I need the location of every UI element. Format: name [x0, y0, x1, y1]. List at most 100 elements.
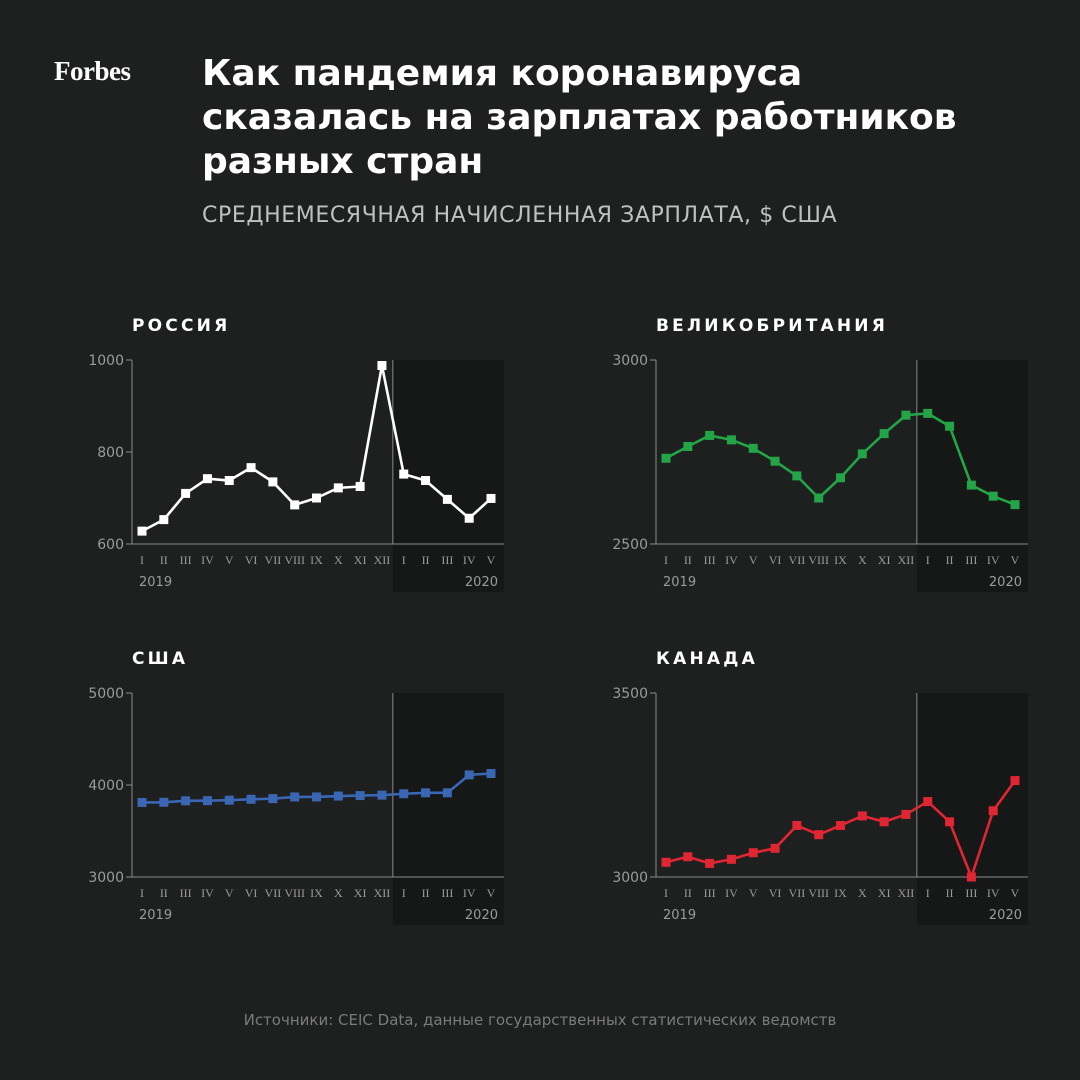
uk-x-tick-label-14: III [965, 553, 977, 567]
uk-year-label-2019: 2019 [663, 575, 696, 590]
uk-point-12 [923, 408, 933, 418]
usa-point-5 [246, 794, 256, 804]
uk-point-10 [879, 429, 889, 439]
russia-point-4 [224, 476, 234, 486]
canada-point-9 [857, 811, 867, 821]
source-note: Источники: CEIC Data, данные государстве… [243, 1011, 837, 1029]
usa-x-tick-label-2: III [180, 886, 192, 900]
canada-point-10 [879, 817, 889, 827]
russia-point-8 [312, 493, 321, 503]
russia-x-tick-label-4: V [225, 553, 234, 567]
uk-x-tick-label-2: III [704, 553, 716, 567]
uk-x-tick-label-9: X [858, 553, 867, 567]
canada-chart-title: КАНАДА [656, 649, 758, 669]
usa-point-0 [137, 797, 147, 807]
russia-x-tick-label-11: XII [374, 553, 391, 567]
uk-point-16 [1010, 500, 1020, 510]
canada-x-tick-label-11: XII [898, 886, 915, 900]
russia-y-tick-label-0: 600 [97, 537, 124, 553]
uk-point-1 [683, 441, 693, 451]
russia-point-14 [442, 494, 452, 504]
russia-point-6 [268, 477, 278, 487]
uk-x-tick-label-3: IV [725, 553, 738, 567]
usa-year-label-2020: 2020 [465, 908, 498, 923]
canada-year-label-2019: 2019 [663, 908, 696, 923]
russia-x-tick-label-13: II [422, 553, 430, 567]
usa-y-tick-label-1: 4000 [88, 778, 124, 794]
uk-point-8 [836, 473, 845, 483]
usa-point-7 [290, 792, 300, 802]
canada-x-tick-label-5: VI [769, 886, 782, 900]
uk-chart-title: ВЕЛИКОБРИТАНИЯ [656, 316, 889, 336]
uk-y-tick-label-1: 3000 [612, 353, 648, 369]
canada-x-tick-label-2: III [704, 886, 716, 900]
russia-x-tick-label-8: IX [310, 553, 323, 567]
canada-point-15 [988, 806, 998, 816]
russia-x-tick-label-15: IV [463, 553, 476, 567]
russia-x-tick-label-7: VIII [284, 553, 305, 567]
usa-x-tick-label-12: I [402, 886, 406, 900]
page-subtitle: СРЕДНЕМЕСЯЧНАЯ НАЧИСЛЕННАЯ ЗАРПЛАТА, $ С… [202, 203, 838, 228]
canada-x-tick-label-4: V [749, 886, 758, 900]
canada-x-tick-label-6: VII [789, 886, 806, 900]
russia-point-10 [355, 482, 365, 491]
russia-point-11 [377, 361, 387, 371]
uk-point-9 [857, 449, 867, 459]
usa-x-tick-label-3: IV [201, 886, 214, 900]
canada-x-tick-label-15: IV [987, 886, 1000, 900]
uk-point-0 [661, 453, 671, 463]
uk-x-tick-label-4: V [749, 553, 758, 567]
usa-point-1 [159, 797, 169, 807]
uk-2020-shade [916, 360, 1028, 592]
uk-x-tick-label-7: VIII [808, 553, 829, 567]
canada-x-tick-label-7: VIII [808, 886, 829, 900]
uk-x-tick-label-5: VI [769, 553, 782, 567]
usa-point-10 [355, 791, 365, 801]
canada-x-tick-label-14: III [965, 886, 977, 900]
russia-point-13 [421, 476, 431, 486]
usa-point-2 [181, 796, 191, 806]
uk-x-tick-label-8: IX [834, 553, 847, 567]
russia-x-tick-label-5: VI [245, 553, 258, 567]
usa-x-tick-label-16: V [487, 886, 496, 900]
uk-point-3 [726, 435, 736, 445]
russia-point-9 [333, 483, 343, 493]
uk-x-tick-label-15: IV [987, 553, 1000, 567]
uk-point-4 [748, 443, 758, 453]
usa-point-9 [333, 791, 343, 801]
canada-point-2 [705, 858, 715, 868]
usa-point-16 [486, 769, 496, 778]
uk-point-13 [945, 421, 955, 431]
russia-point-16 [486, 493, 496, 503]
usa-point-4 [224, 795, 234, 805]
usa-x-tick-label-9: X [334, 886, 343, 900]
russia-chart-title: РОССИЯ [132, 316, 231, 336]
usa-point-8 [312, 792, 321, 802]
russia-point-0 [137, 526, 147, 536]
russia-point-7 [290, 500, 300, 510]
uk-point-15 [988, 491, 998, 501]
uk-x-tick-label-1: II [684, 553, 692, 567]
page-title: Как пандемия коронавируса сказалась на з… [202, 52, 1062, 184]
canada-x-tick-label-16: V [1011, 886, 1020, 900]
russia-point-1 [159, 515, 169, 525]
canada-point-13 [945, 817, 955, 827]
canada-x-tick-label-12: I [926, 886, 930, 900]
russia-x-tick-label-2: III [180, 553, 192, 567]
usa-x-tick-label-10: XI [354, 886, 367, 900]
russia-x-tick-label-6: VII [265, 553, 282, 567]
usa-x-tick-label-5: VI [245, 886, 258, 900]
uk-x-tick-label-6: VII [789, 553, 806, 567]
uk-x-tick-label-0: I [664, 553, 668, 567]
usa-point-12 [399, 789, 409, 799]
russia-x-tick-label-3: IV [201, 553, 214, 567]
usa-point-11 [377, 790, 387, 800]
canada-point-8 [836, 820, 845, 830]
russia-point-12 [399, 469, 409, 479]
canada-point-6 [792, 820, 802, 830]
usa-point-15 [464, 770, 474, 780]
russia-x-tick-label-10: XI [354, 553, 367, 567]
canada-point-14 [966, 872, 976, 882]
canada-x-tick-label-3: IV [725, 886, 738, 900]
